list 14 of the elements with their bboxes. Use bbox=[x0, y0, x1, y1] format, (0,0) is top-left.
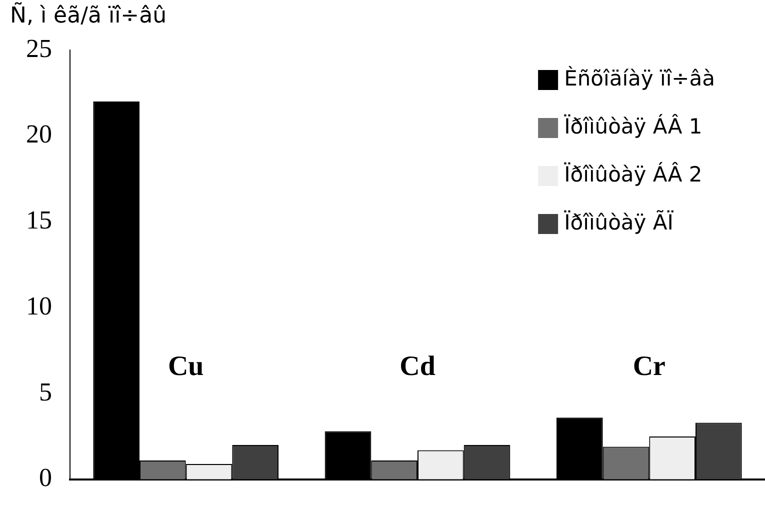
y-tick-label: 5 bbox=[39, 377, 52, 406]
legend-label: Ïðîìûòàÿ ÁÂ 2 bbox=[564, 161, 702, 186]
legend-label: Ïðîìûòàÿ ÃÏ bbox=[564, 209, 674, 234]
y-tick-label: 20 bbox=[26, 120, 52, 149]
y-tick-label: 0 bbox=[39, 463, 52, 492]
y-tick-label: 25 bbox=[26, 34, 52, 63]
y-tick-label: 15 bbox=[26, 206, 52, 235]
x-tick-label: Cu bbox=[168, 350, 204, 382]
x-tick-label: Cr bbox=[632, 350, 666, 382]
x-tick-label: Cd bbox=[400, 350, 436, 382]
legend-label: Èñõîäíàÿ ïî÷âà bbox=[564, 65, 715, 90]
legend-label: Ïðîìûòàÿ ÁÂ 1 bbox=[564, 113, 702, 138]
y-tick-label: 10 bbox=[26, 291, 52, 320]
y-axis-title: Ñ, ì êã/ã ïî÷âû bbox=[10, 2, 167, 29]
